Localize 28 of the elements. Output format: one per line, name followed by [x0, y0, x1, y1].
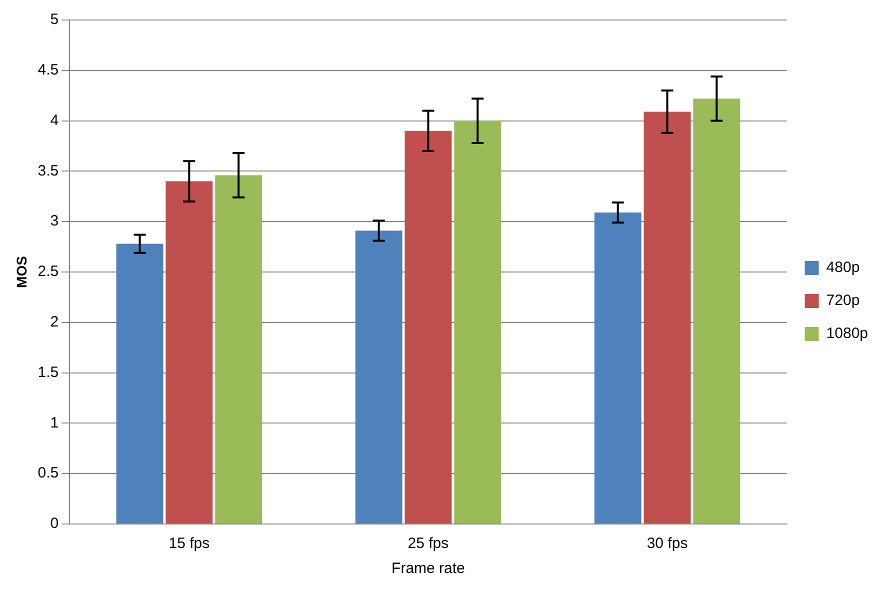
bar — [215, 175, 262, 524]
bar — [594, 212, 642, 524]
y-tick-label: 5 — [50, 11, 59, 28]
y-tick-label: 2 — [50, 314, 59, 331]
legend-label: 1080p — [826, 325, 868, 342]
bar — [644, 112, 691, 524]
bar — [355, 230, 402, 524]
bar — [693, 98, 740, 524]
x-axis-title: Frame rate — [392, 560, 465, 578]
y-tick-label: 2.5 — [38, 263, 59, 280]
y-tick-label: 1.5 — [38, 364, 59, 381]
legend-label: 720p — [826, 292, 860, 310]
x-tick-label: 30 fps — [646, 535, 688, 552]
bar — [404, 130, 452, 524]
y-tick-label: 4.5 — [38, 62, 59, 79]
legend-label: 480p — [826, 259, 860, 276]
y-tick-label: 0.5 — [38, 464, 59, 482]
y-axis-title: MOS — [13, 256, 30, 288]
y-tick-label: 0 — [50, 515, 59, 532]
y-tick-label: 3 — [50, 212, 59, 230]
bar — [116, 244, 164, 524]
y-tick-label: 4 — [50, 112, 59, 129]
y-tick-label: 1 — [50, 414, 59, 432]
bar — [454, 120, 502, 524]
y-tick-label: 3.5 — [38, 162, 59, 180]
bar — [166, 181, 213, 524]
x-tick-label: 15 fps — [168, 535, 210, 552]
x-tick-label: 25 fps — [408, 535, 449, 552]
